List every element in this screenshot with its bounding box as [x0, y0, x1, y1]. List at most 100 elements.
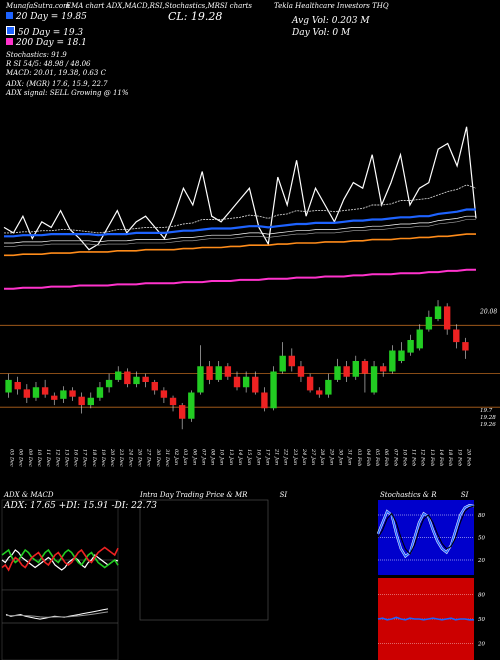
intraday-panel-frame [139, 499, 269, 621]
date-tick-label: 22 Jan [283, 448, 289, 465]
date-tick-label: 04 Feb [365, 449, 371, 466]
candle-body [361, 361, 369, 374]
candle-body [370, 366, 378, 393]
candle [416, 324, 423, 351]
candle-body [14, 382, 21, 390]
adx-series-di [1, 546, 119, 572]
date-tick-label: 17 Dec [82, 449, 88, 467]
price-level-label-1: 19.28 [480, 415, 496, 421]
stoch-tick-label: 80 [478, 513, 485, 519]
legend-20day-text: 20 Day = 19.85 [15, 12, 87, 22]
candle [69, 387, 76, 401]
candle [14, 376, 21, 395]
candle-body [160, 390, 168, 398]
candle-body [352, 361, 359, 377]
candle-body [5, 379, 12, 393]
ema-series-close [3, 126, 477, 251]
candle [279, 342, 286, 374]
candle [51, 392, 58, 406]
date-tick-label: 06 Dec [18, 449, 24, 467]
candle [206, 361, 213, 385]
date-tick-label: 29 Jan [328, 448, 334, 465]
legend-200day: 200 Day = 18.1 [6, 38, 87, 48]
date-tick-label: 02 Jan [173, 449, 179, 465]
date-tick-label: 07 Feb [392, 449, 398, 466]
intraday-title-text: Intra Day Trading Price & MR [140, 491, 248, 499]
price-top-label: 20.08 [479, 309, 497, 316]
candle [96, 382, 104, 401]
candle [178, 403, 186, 430]
date-tick-label: 19 Feb [456, 449, 462, 466]
stat-stochastics: Stochastics: 91.9 [6, 51, 67, 59]
date-tick-label: 11 Feb [411, 449, 417, 466]
macd-panel-frame [1, 589, 119, 660]
date-tick-label: 06 Jan [191, 449, 197, 465]
candle [233, 371, 241, 391]
stoch-title-text: Stochastics & R [380, 491, 437, 499]
candle-body [87, 397, 95, 406]
candle-body [379, 366, 387, 372]
candle-body [242, 376, 250, 388]
date-tick-label: 03 Jan [182, 449, 188, 465]
candle-body [261, 392, 268, 409]
candle [60, 386, 67, 403]
date-tick-label: 10 Feb [401, 449, 407, 466]
candle-body [215, 366, 222, 380]
ema-series-50-day-shadow [4, 215, 476, 244]
date-tick-label: 16 Dec [73, 449, 79, 467]
legend-swatch-icon [6, 38, 13, 45]
stoch-tick-label: 20 [477, 558, 485, 564]
date-tick-label: 10 Jan [219, 449, 225, 465]
candle [306, 373, 314, 393]
date-tick-label: 27 Jan [310, 448, 316, 465]
date-tick-label: 18 Feb [447, 449, 453, 466]
candle-body [23, 389, 31, 398]
candle [261, 387, 268, 412]
candle-body [51, 395, 58, 400]
price-level-label-0: 19.7 [480, 408, 493, 414]
candle-body [252, 376, 259, 393]
candle-body [124, 371, 131, 385]
candle-body [224, 366, 232, 377]
candle [462, 337, 469, 359]
candle-body [434, 306, 442, 319]
date-tick-label: 23 Dec [118, 448, 124, 467]
candle [361, 358, 369, 393]
candle [188, 390, 195, 422]
legend-50day-text: 50 Day = 19.3 [17, 28, 84, 38]
candle-body [398, 350, 405, 361]
candle-body [288, 355, 296, 367]
candle [32, 382, 40, 401]
date-tick-label: 05 Dec [9, 449, 15, 467]
candle-body [188, 392, 195, 419]
date-tick-label: 20 Dec [109, 448, 115, 467]
date-tick-label: 17 Jan [264, 449, 270, 465]
candle [115, 366, 122, 382]
candle [443, 303, 451, 335]
stoch-tick-label: 50 [478, 536, 485, 542]
candle-body [206, 366, 213, 380]
candle-body [407, 340, 414, 353]
stat-adx: ADX: (MGR) 17.6, 15.9, 22.7 [6, 80, 108, 88]
date-tick-label: 06 Feb [383, 449, 389, 466]
date-tick-label: 08 Jan [210, 449, 216, 465]
day-volume: Day Vol: 0 M [292, 28, 351, 38]
candle [124, 368, 131, 388]
candle [215, 361, 222, 382]
candle [398, 342, 405, 364]
ema-series-100-day [4, 233, 476, 257]
date-tick-label: 14 Jan [237, 449, 243, 465]
candle-body [41, 387, 49, 395]
candle-body [178, 405, 186, 419]
candle [425, 310, 433, 332]
candle-body [306, 376, 314, 391]
date-tick-label: 16 Jan [255, 449, 261, 465]
adx-series-di [1, 548, 119, 569]
candle-body [60, 390, 67, 399]
candle-body [105, 379, 113, 388]
candle [169, 395, 177, 412]
candle-body [270, 371, 277, 409]
rsi-tick-label: 50 [478, 617, 485, 623]
candle [343, 361, 350, 382]
